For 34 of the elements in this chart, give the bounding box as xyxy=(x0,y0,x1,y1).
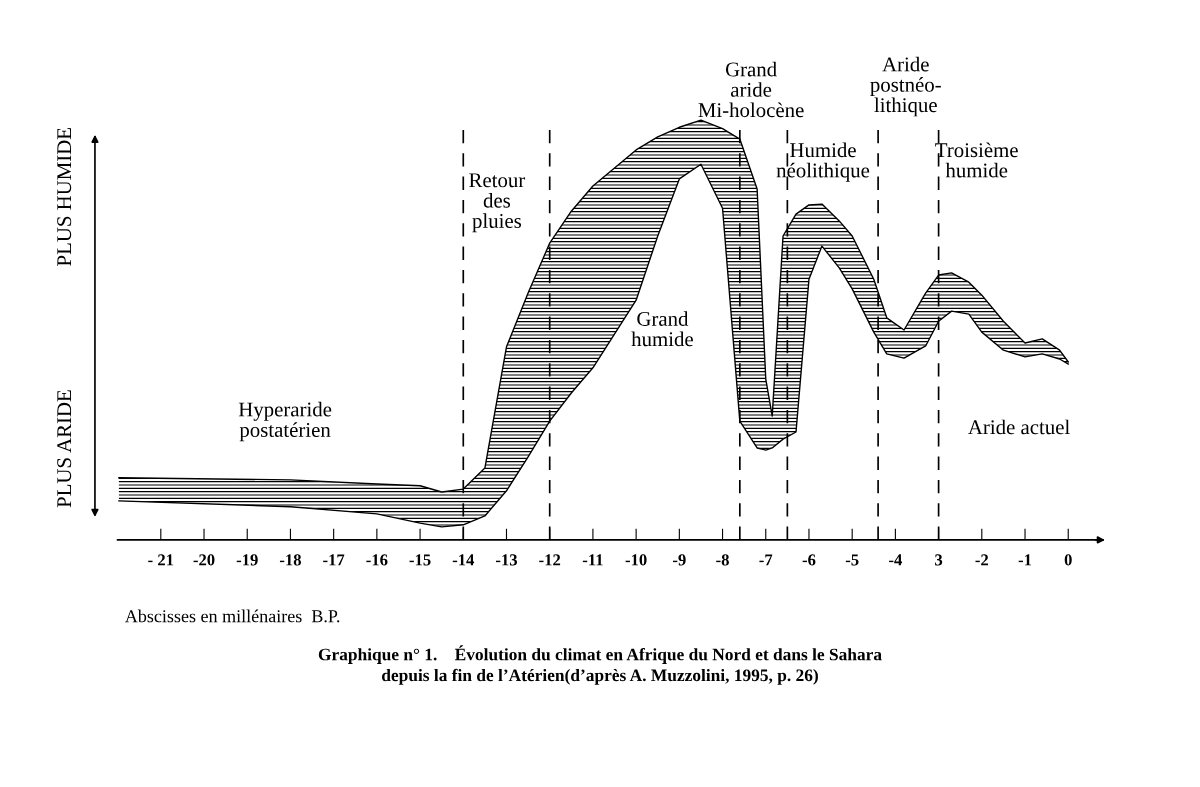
x-tick-label: -15 xyxy=(409,554,431,566)
text: Graphique n° 1. Évolution du climat en Afrique du Nord et dans le Sahara depuis la fin de l’Atérien(d’après A. Muzzolini, 1995, p. 26) xyxy=(318,645,882,685)
x-tick-label: -16 xyxy=(366,554,388,566)
x-tick-label: -12 xyxy=(539,554,561,566)
x-tick-label: - 21 xyxy=(148,554,174,566)
x-tick-label: -13 xyxy=(496,554,518,566)
annotation: Hyperaride postatérien xyxy=(238,401,332,442)
annotation: Aride actuel xyxy=(968,419,1070,435)
x-tick-label: -20 xyxy=(193,554,215,566)
x-tick-label: -7 xyxy=(759,554,773,566)
x-tick-label: -2 xyxy=(975,554,989,566)
annotation: Grand humide xyxy=(631,311,693,347)
y-axis-title: PLUS ARIDE xyxy=(57,390,72,508)
x-tick-label: -8 xyxy=(716,554,729,566)
x-tick-label: -1 xyxy=(1018,554,1032,566)
x-tick-label: -17 xyxy=(323,554,345,566)
x-tick-label: -4 xyxy=(889,554,903,566)
x-tick-label: -11 xyxy=(582,554,603,566)
x-tick-label: -6 xyxy=(802,554,816,566)
text: Aride postnéo- lithique xyxy=(870,56,941,117)
x-tick-label: -18 xyxy=(279,554,301,566)
annotation: Retour des pluies xyxy=(469,173,526,233)
x-tick-label: 3 xyxy=(935,554,943,566)
x-tick-label: -9 xyxy=(673,554,686,566)
annotation: Humide néolithique xyxy=(776,142,870,182)
text: Grand aride Mi-holocène xyxy=(698,61,804,118)
annotation: Troisième humide xyxy=(935,142,1018,178)
x-tick-label: -19 xyxy=(236,554,258,566)
x-tick-label: 0 xyxy=(1064,554,1072,566)
x-tick-label: -14 xyxy=(452,554,475,566)
x-tick-label: -10 xyxy=(625,554,647,566)
x-tick-label: -5 xyxy=(845,554,859,566)
y2-axis-title: PLUS HUMIDE xyxy=(57,128,72,266)
x-axis-title: Abscisses en millénaires B.P. xyxy=(124,609,340,623)
